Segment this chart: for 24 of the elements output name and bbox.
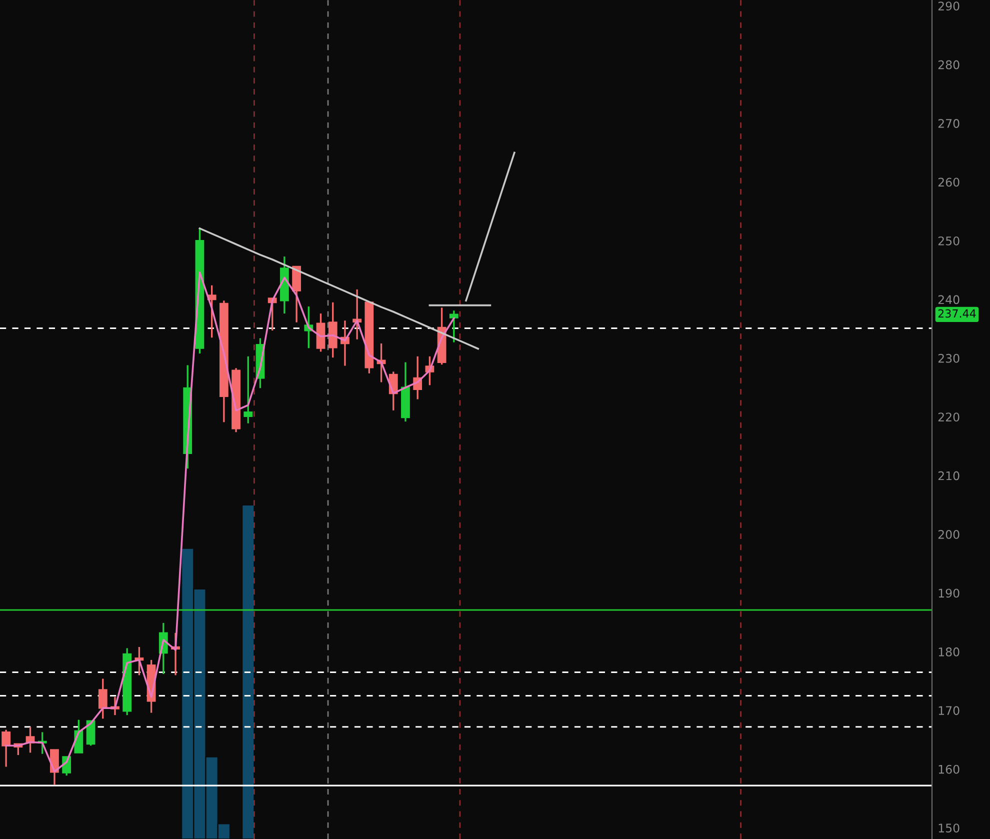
y-tick-label: 170 <box>938 706 960 716</box>
y-tick-label: 260 <box>938 178 960 187</box>
y-tick-label: 230 <box>938 354 960 363</box>
candlestick <box>449 310 458 344</box>
bar <box>242 504 255 839</box>
y-tick-label: 190 <box>938 588 960 598</box>
candlestick <box>98 678 108 720</box>
text: 237.44 <box>938 309 976 318</box>
line-series <box>465 152 516 302</box>
candlestick <box>2 728 10 768</box>
y-tick-label: 280 <box>938 60 960 70</box>
y-tick-label: 250 <box>938 236 960 246</box>
candlestick <box>352 288 362 340</box>
y-tick-label: 180 <box>938 647 960 656</box>
candlestick <box>244 356 253 424</box>
y-tick-label: 210 <box>938 471 960 480</box>
y-tick-label: 270 <box>938 119 960 128</box>
y-tick-label: 150 <box>938 824 960 832</box>
y-tick-label: 200 <box>938 530 960 539</box>
y-tick-label: 160 <box>938 764 960 774</box>
y-tick-label: 220 <box>938 412 960 422</box>
line-series <box>198 227 480 350</box>
y-tick-label: 290 <box>938 2 960 11</box>
y-tick-label: 240 <box>938 295 960 304</box>
